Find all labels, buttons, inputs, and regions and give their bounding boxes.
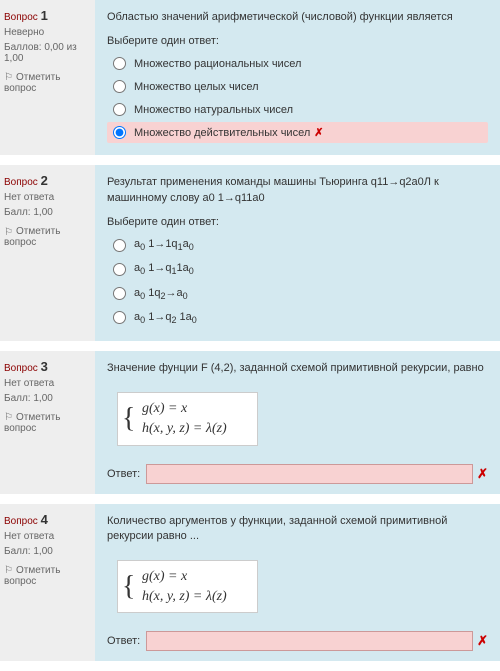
option-label: a0 1→q2 1a0 [134, 311, 197, 325]
formula-box: { g(x) = x h(x, y, z) = λ(z) [117, 560, 258, 613]
option-label: a0 1q2→a0 [134, 287, 188, 301]
question-number: 3 [41, 359, 48, 374]
question-number: 2 [41, 173, 48, 188]
status-text: Нет ответа [4, 531, 87, 542]
radio-input[interactable] [113, 263, 126, 276]
radio-input[interactable] [113, 80, 126, 93]
formula-box: { g(x) = x h(x, y, z) = λ(z) [117, 392, 258, 445]
radio-input[interactable] [113, 311, 126, 324]
question-title: Вопрос 2 [4, 173, 87, 188]
formula-line-1: g(x) = x [142, 399, 227, 419]
flag-question[interactable]: ⚐Отметить вопрос [4, 72, 87, 94]
flag-question[interactable]: ⚐Отметить вопрос [4, 226, 87, 248]
flag-question[interactable]: ⚐Отметить вопрос [4, 565, 87, 587]
option-label: a0 1→q11a0 [134, 262, 194, 276]
points-text: Балл: 1,00 [4, 546, 87, 557]
question-1: Вопрос 1 Неверно Баллов: 0,00 из 1,00 ⚐О… [0, 0, 500, 155]
option-2[interactable]: Множество целых чисел [107, 76, 488, 97]
option-label: Множество натуральных чисел [134, 104, 293, 116]
answer-input[interactable] [146, 464, 473, 484]
choose-label: Выберите один ответ: [107, 35, 488, 47]
status-text: Нет ответа [4, 378, 87, 389]
option-label: a0 1→1q1a0 [134, 238, 194, 252]
status-text: Неверно [4, 27, 87, 38]
prompt-text: Количество аргументов у функции, заданно… [107, 514, 488, 545]
option-1[interactable]: Множество рациональных чисел [107, 53, 488, 74]
prompt-text: Областью значений арифметической (числов… [107, 10, 488, 25]
option-3[interactable]: Множество натуральных чисел [107, 99, 488, 120]
formula-line-2: h(x, y, z) = λ(z) [142, 587, 227, 607]
status-text: Нет ответа [4, 192, 87, 203]
points-text: Балл: 1,00 [4, 207, 87, 218]
formula-line-1: g(x) = x [142, 567, 227, 587]
points-text: Балл: 1,00 [4, 393, 87, 404]
formula-line-2: h(x, y, z) = λ(z) [142, 419, 227, 439]
answer-row: Ответ: ✗ [107, 464, 488, 484]
question-label: Вопрос [4, 177, 38, 188]
wrong-icon: ✗ [477, 466, 488, 482]
question-content: Областью значений арифметической (числов… [95, 0, 500, 155]
question-number: 1 [41, 8, 48, 23]
prompt-text: Значение фунции F (4,2), заданной схемой… [107, 361, 488, 376]
radio-input[interactable] [113, 239, 126, 252]
question-sidebar: Вопрос 1 Неверно Баллов: 0,00 из 1,00 ⚐О… [0, 0, 95, 155]
choose-label: Выберите один ответ: [107, 216, 488, 228]
question-sidebar: Вопрос 4 Нет ответа Балл: 1,00 ⚐Отметить… [0, 504, 95, 662]
question-number: 4 [41, 512, 48, 527]
option-2[interactable]: a0 1→q11a0 [107, 258, 488, 280]
flag-icon: ⚐ [4, 72, 14, 82]
flag-icon: ⚐ [4, 227, 14, 237]
flag-question[interactable]: ⚐Отметить вопрос [4, 412, 87, 434]
question-3: Вопрос 3 Нет ответа Балл: 1,00 ⚐Отметить… [0, 351, 500, 494]
radio-input[interactable] [113, 126, 126, 139]
question-title: Вопрос 1 [4, 8, 87, 23]
brace-icon: { [122, 571, 135, 603]
brace-icon: { [122, 403, 135, 435]
question-content: Результат применения команды машины Тьюр… [95, 165, 500, 341]
question-label: Вопрос [4, 363, 38, 374]
points-text: Баллов: 0,00 из 1,00 [4, 42, 87, 64]
option-1[interactable]: a0 1→1q1a0 [107, 234, 488, 256]
option-3[interactable]: a0 1q2→a0 [107, 283, 488, 305]
radio-input[interactable] [113, 287, 126, 300]
answer-label: Ответ: [107, 468, 140, 480]
answer-row: Ответ: ✗ [107, 631, 488, 651]
question-4: Вопрос 4 Нет ответа Балл: 1,00 ⚐Отметить… [0, 504, 500, 662]
option-label: Множество рациональных чисел [134, 58, 301, 70]
flag-icon: ⚐ [4, 565, 14, 575]
question-2: Вопрос 2 Нет ответа Балл: 1,00 ⚐Отметить… [0, 165, 500, 341]
question-sidebar: Вопрос 2 Нет ответа Балл: 1,00 ⚐Отметить… [0, 165, 95, 341]
question-label: Вопрос [4, 516, 38, 527]
option-4[interactable]: a0 1→q2 1a0 [107, 307, 488, 329]
question-sidebar: Вопрос 3 Нет ответа Балл: 1,00 ⚐Отметить… [0, 351, 95, 494]
answer-label: Ответ: [107, 635, 140, 647]
option-4[interactable]: Множество действительных чисел ✗ [107, 122, 488, 143]
question-title: Вопрос 3 [4, 359, 87, 374]
wrong-icon: ✗ [314, 126, 323, 139]
answer-input[interactable] [146, 631, 473, 651]
wrong-icon: ✗ [477, 633, 488, 649]
option-label: Множество целых чисел [134, 81, 259, 93]
question-label: Вопрос [4, 12, 38, 23]
radio-input[interactable] [113, 103, 126, 116]
flag-icon: ⚐ [4, 412, 14, 422]
radio-input[interactable] [113, 57, 126, 70]
question-content: Количество аргументов у функции, заданно… [95, 504, 500, 662]
prompt-text: Результат применения команды машины Тьюр… [107, 175, 488, 206]
question-content: Значение фунции F (4,2), заданной схемой… [95, 351, 500, 494]
option-label: Множество действительных чисел [134, 127, 310, 139]
question-title: Вопрос 4 [4, 512, 87, 527]
